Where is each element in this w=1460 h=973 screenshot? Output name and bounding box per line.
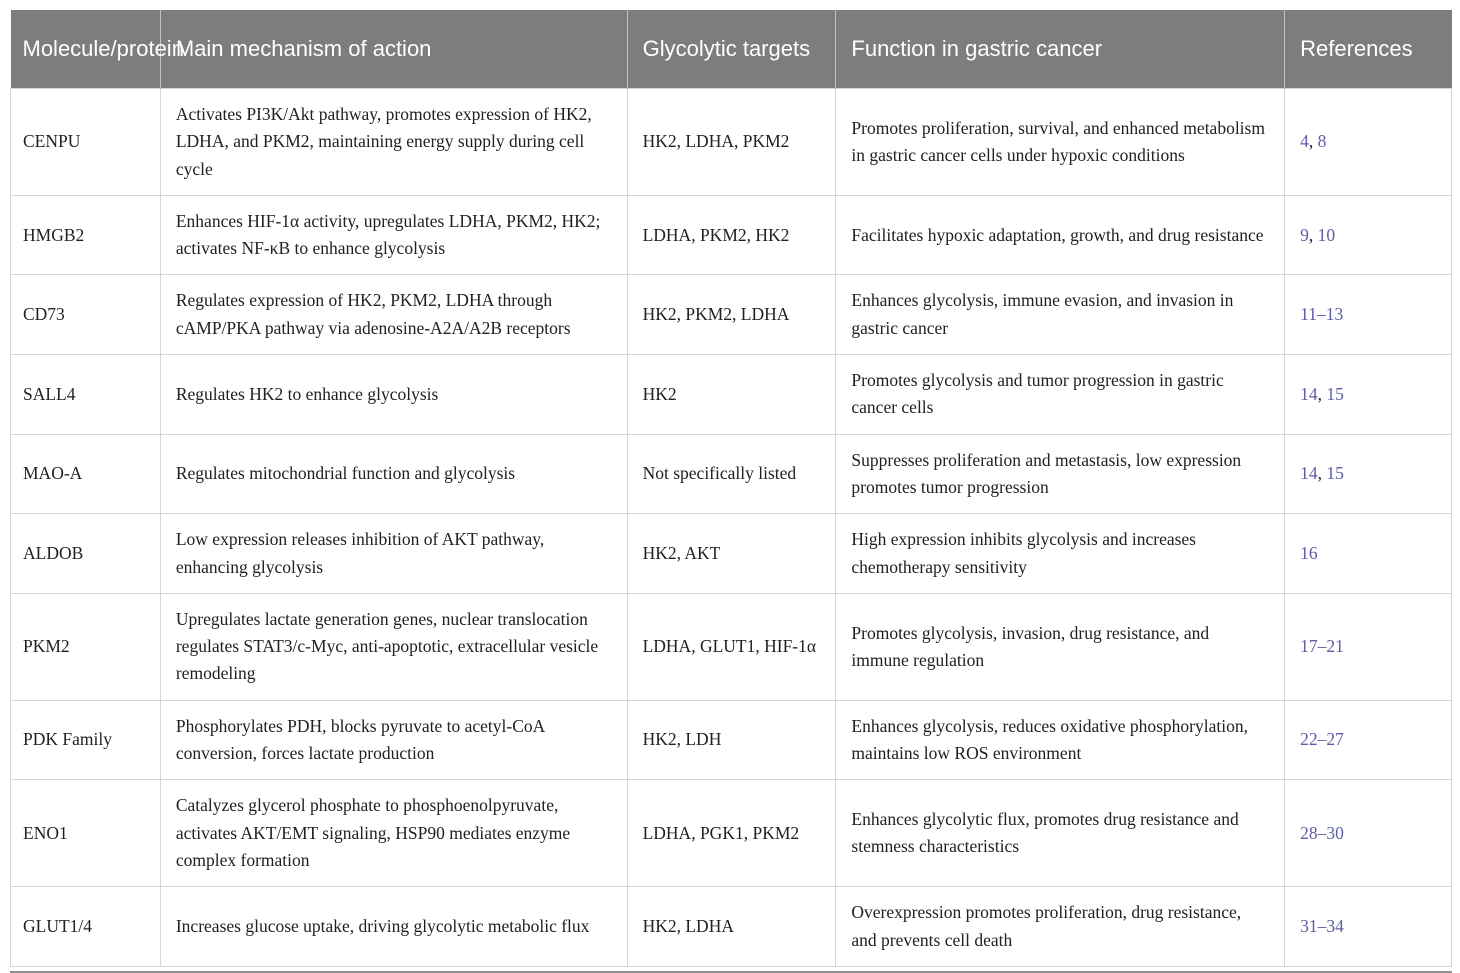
references-cell: 31–34: [1284, 886, 1452, 967]
table-row: MAO-A Regulates mitochondrial function a…: [10, 433, 1452, 515]
table-row: CENPU Activates PI3K/Akt pathway, promot…: [10, 88, 1452, 196]
mechanism-cell: Upregulates lactate generation genes, nu…: [159, 592, 628, 701]
references-cell: 28–30: [1284, 779, 1452, 888]
reference-link[interactable]: 15: [1326, 383, 1344, 404]
reference-separator: ,: [1317, 463, 1327, 484]
function-cell: Overexpression promotes proliferation, d…: [835, 886, 1286, 967]
targets-cell: LDHA, PGK1, PKM2: [626, 779, 837, 888]
table-row: SALL4 Regulates HK2 to enhance glycolysi…: [10, 354, 1452, 435]
reference-link[interactable]: 14: [1300, 383, 1318, 404]
reference-link[interactable]: 31–34: [1300, 915, 1344, 936]
function-cell: Enhances glycolysis, immune evasion, and…: [835, 274, 1286, 356]
references-cell: 9, 10: [1284, 194, 1452, 276]
mechanism-cell: Regulates expression of HK2, PKM2, LDHA …: [159, 274, 628, 356]
molecule-cell: ALDOB: [10, 513, 161, 594]
mechanism-cell: Catalyzes glycerol phosphate to phosphoe…: [159, 779, 628, 888]
molecule-cell: MAO-A: [10, 433, 161, 515]
molecule-cell: ENO1: [10, 779, 161, 888]
references-cell: 16: [1284, 513, 1452, 594]
function-cell: Suppresses proliferation and metastasis,…: [835, 433, 1286, 515]
reference-link[interactable]: 14: [1300, 463, 1318, 484]
targets-cell: HK2, LDH: [626, 699, 837, 781]
molecule-cell: CENPU: [10, 88, 161, 196]
targets-cell: LDHA, GLUT1, HIF-1α: [626, 592, 837, 701]
reference-separator: ,: [1308, 131, 1318, 152]
targets-cell: HK2, LDHA, PKM2: [626, 88, 837, 196]
molecule-cell: PKM2: [10, 592, 161, 701]
targets-cell: LDHA, PKM2, HK2: [626, 194, 837, 276]
reference-link[interactable]: 16: [1300, 542, 1318, 563]
reference-link[interactable]: 10: [1317, 224, 1336, 245]
header-molecule-protein: Molecule/protein: [10, 10, 184, 89]
mechanism-cell: Regulates HK2 to enhance glycolysis: [159, 354, 628, 435]
table-row: CD73 Regulates expression of HK2, PKM2, …: [10, 274, 1452, 356]
references-cell: 11–13: [1284, 274, 1452, 356]
header-function-gastric-cancer: Function in gastric cancer: [835, 10, 1285, 89]
table-body: CENPU Activates PI3K/Akt pathway, promot…: [10, 88, 1452, 967]
reference-separator: ,: [1317, 383, 1327, 404]
references-cell: 22–27: [1284, 699, 1452, 781]
glycolysis-molecules-table-wrap: Molecule/protein Main mechanism of actio…: [10, 10, 1452, 973]
function-cell: Promotes proliferation, survival, and en…: [835, 88, 1286, 196]
mechanism-cell: Low expression releases inhibition of AK…: [159, 513, 628, 594]
mechanism-cell: Enhances HIF-1α activity, upregulates LD…: [159, 194, 628, 276]
molecule-cell: HMGB2: [10, 194, 161, 276]
table-row: ALDOB Low expression releases inhibition…: [10, 513, 1452, 594]
molecule-cell: PDK Family: [10, 699, 161, 781]
targets-cell: HK2, AKT: [626, 513, 837, 594]
reference-link[interactable]: 15: [1326, 463, 1344, 484]
reference-link[interactable]: 28–30: [1300, 822, 1344, 843]
molecule-cell: SALL4: [10, 354, 161, 435]
reference-separator: ,: [1308, 224, 1318, 245]
function-cell: Promotes glycolysis and tumor progressio…: [835, 354, 1286, 435]
table-header-row: Molecule/protein Main mechanism of actio…: [10, 10, 1452, 89]
reference-link[interactable]: 9: [1300, 224, 1309, 245]
targets-cell: HK2: [626, 354, 837, 435]
glycolysis-molecules-table: Molecule/protein Main mechanism of actio…: [10, 10, 1452, 967]
table-row: ENO1 Catalyzes glycerol phosphate to pho…: [10, 779, 1452, 888]
targets-cell: HK2, LDHA: [626, 886, 837, 967]
targets-cell: Not specifically listed: [626, 433, 837, 515]
table-row: HMGB2 Enhances HIF-1α activity, upregula…: [10, 194, 1452, 276]
references-cell: 14, 15: [1284, 433, 1452, 515]
reference-link[interactable]: 17–21: [1300, 636, 1344, 657]
reference-link[interactable]: 4: [1300, 131, 1309, 152]
molecule-cell: GLUT1/4: [10, 886, 161, 967]
reference-link[interactable]: 22–27: [1300, 729, 1344, 750]
table-row: PKM2 Upregulates lactate generation gene…: [10, 592, 1452, 701]
mechanism-cell: Phosphorylates PDH, blocks pyruvate to a…: [159, 699, 628, 781]
header-glycolytic-targets: Glycolytic targets: [626, 10, 836, 89]
references-cell: 17–21: [1284, 592, 1452, 701]
function-cell: Enhances glycolysis, reduces oxidative p…: [835, 699, 1286, 781]
header-main-mechanism: Main mechanism of action: [159, 10, 628, 89]
function-cell: Facilitates hypoxic adaptation, growth, …: [835, 194, 1286, 276]
function-cell: Promotes glycolysis, invasion, drug resi…: [835, 592, 1286, 701]
mechanism-cell: Increases glucose uptake, driving glycol…: [159, 886, 628, 967]
table-row: GLUT1/4 Increases glucose uptake, drivin…: [10, 886, 1452, 967]
reference-link[interactable]: 11–13: [1300, 304, 1344, 325]
function-cell: High expression inhibits glycolysis and …: [835, 513, 1286, 594]
targets-cell: HK2, PKM2, LDHA: [626, 274, 837, 356]
function-cell: Enhances glycolytic flux, promotes drug …: [835, 779, 1286, 888]
table-row: PDK Family Phosphorylates PDH, blocks py…: [10, 699, 1452, 781]
references-cell: 4, 8: [1284, 88, 1452, 196]
references-cell: 14, 15: [1284, 354, 1452, 435]
mechanism-cell: Activates PI3K/Akt pathway, promotes exp…: [159, 88, 628, 196]
reference-link[interactable]: 8: [1317, 131, 1327, 152]
mechanism-cell: Regulates mitochondrial function and gly…: [159, 433, 628, 515]
molecule-cell: CD73: [10, 274, 161, 356]
header-references: References: [1284, 10, 1452, 89]
